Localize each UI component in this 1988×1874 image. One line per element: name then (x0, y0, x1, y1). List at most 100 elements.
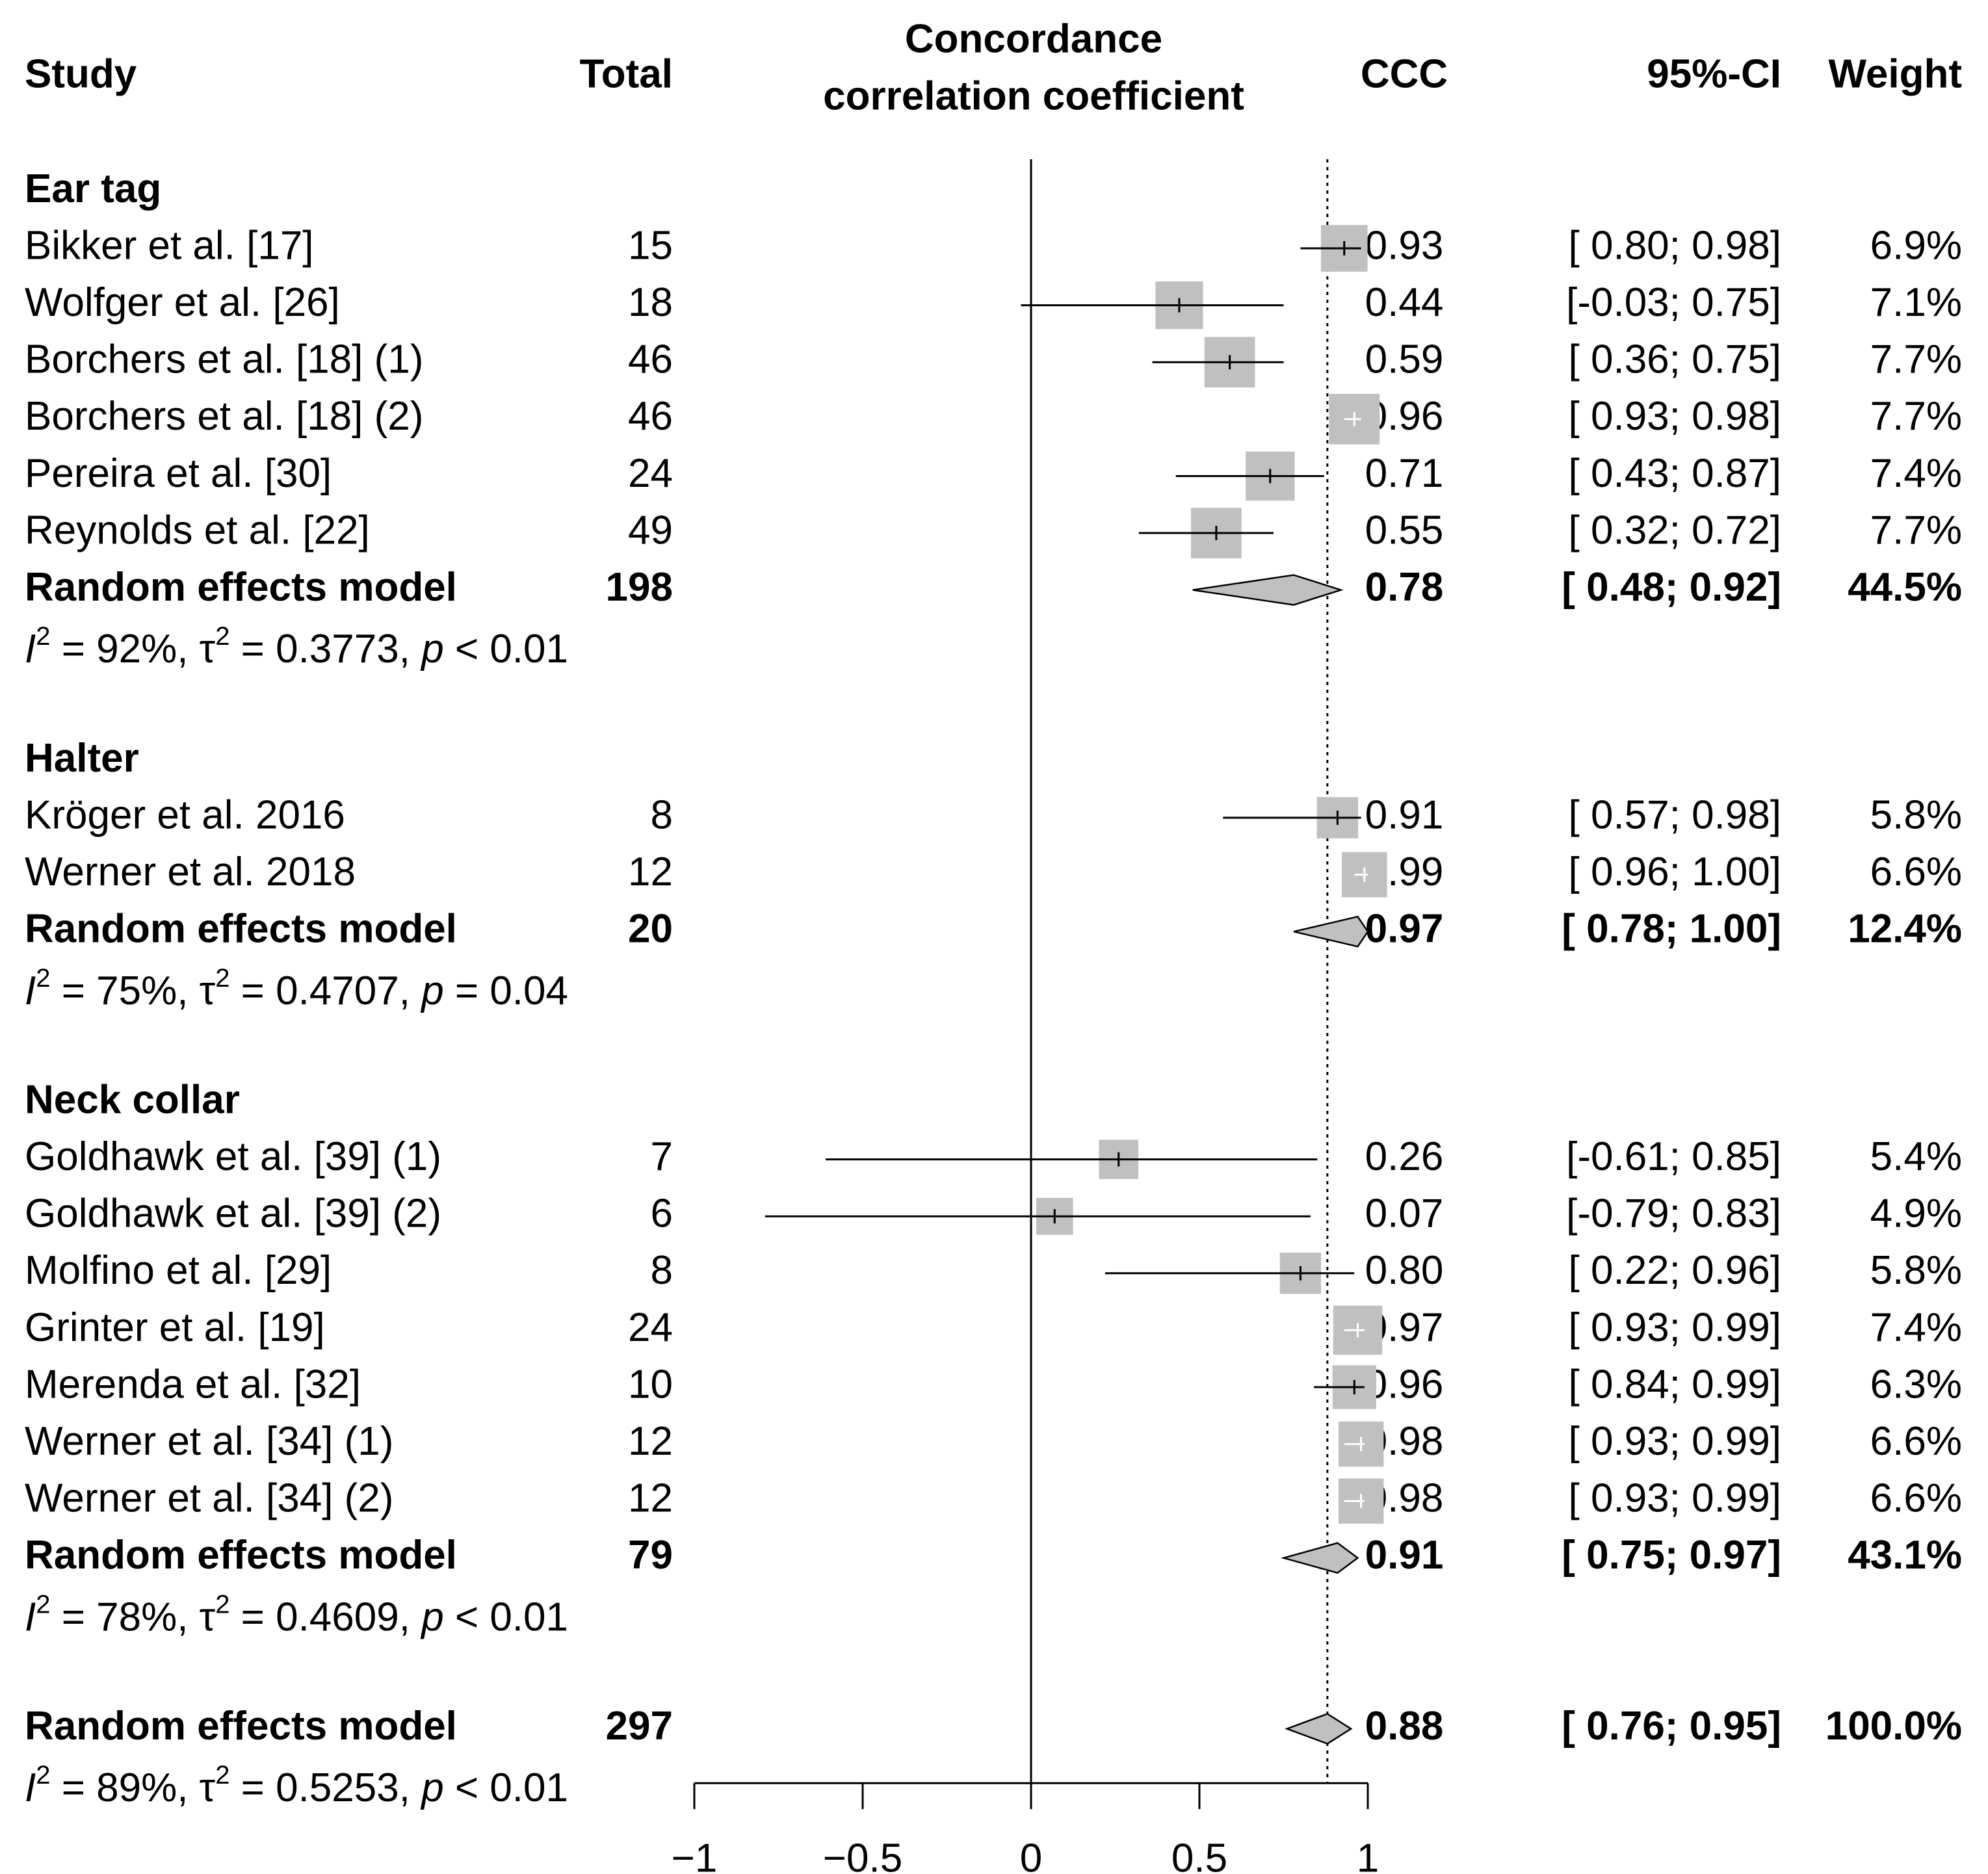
study-total: 12 (628, 1476, 673, 1521)
study-ccc: 0.91 (1365, 792, 1444, 837)
study-ccc: 0.59 (1365, 337, 1444, 382)
study-ci: [ 0.93; 0.99] (1569, 1419, 1781, 1464)
study-weight: 6.9% (1870, 223, 1962, 268)
study-weight: 5.4% (1870, 1134, 1962, 1179)
study-weight: 6.3% (1870, 1362, 1962, 1407)
study-weight: 7.4% (1870, 451, 1962, 496)
study-weight: 7.7% (1870, 337, 1962, 382)
study-ci: [ 0.93; 0.99] (1569, 1476, 1781, 1521)
model-ci: [ 0.78; 1.00] (1562, 907, 1781, 952)
group-label: Halter (25, 736, 139, 781)
study-weight: 6.6% (1870, 1419, 1962, 1464)
study-ci: [ 0.57; 0.98] (1569, 792, 1781, 837)
x-tick-label: 0.5 (1171, 1836, 1227, 1874)
study-ccc: 0.80 (1365, 1248, 1444, 1293)
study-total: 12 (628, 1419, 673, 1464)
study-ci: [-0.03; 0.75] (1566, 280, 1781, 325)
study-label: Borchers et al. [18] (1) (25, 337, 423, 382)
x-tick-label: −1 (672, 1836, 718, 1874)
study-total: 10 (628, 1362, 673, 1407)
study-ci: [ 0.93; 0.99] (1569, 1305, 1781, 1350)
subgroup-model-label: Random effects model (25, 1533, 457, 1578)
heterogeneity-stats: I2 = 89%, τ2 = 0.5253, p < 0.01 (25, 1761, 568, 1811)
header-study: Study (25, 51, 137, 96)
model-total: 79 (628, 1533, 673, 1578)
model-total: 297 (606, 1704, 673, 1749)
study-ci: [ 0.96; 1.00] (1569, 850, 1781, 894)
group-label: Ear tag (25, 166, 161, 211)
study-ccc: 0.71 (1365, 451, 1444, 496)
model-ccc: 0.91 (1365, 1533, 1444, 1578)
study-ccc: 0.07 (1365, 1191, 1444, 1236)
study-ci: [ 0.22; 0.96] (1569, 1248, 1781, 1293)
study-total: 12 (628, 850, 673, 894)
study-total: 24 (628, 1305, 673, 1350)
model-ci: [ 0.48; 0.92] (1562, 565, 1781, 610)
study-total: 8 (651, 1248, 673, 1293)
model-ccc: 0.97 (1365, 907, 1444, 952)
study-ci: [ 0.80; 0.98] (1569, 223, 1781, 268)
study-label: Goldhawk et al. [39] (1) (25, 1134, 441, 1179)
study-total: 46 (628, 337, 673, 382)
study-label: Kröger et al. 2016 (25, 792, 345, 837)
x-tick-label: −0.5 (823, 1836, 902, 1874)
study-ccc: 0.93 (1365, 223, 1444, 268)
study-total: 7 (651, 1134, 673, 1179)
study-ci: [ 0.84; 0.99] (1569, 1362, 1781, 1407)
study-ccc: 0.26 (1365, 1134, 1444, 1179)
study-label: Grinter et al. [19] (25, 1305, 325, 1350)
study-label: Wolfger et al. [26] (25, 280, 340, 325)
study-label: Werner et al. 2018 (25, 850, 356, 894)
study-weight: 6.6% (1870, 1476, 1962, 1521)
study-weight: 7.1% (1870, 280, 1962, 325)
x-tick-label: 1 (1357, 1836, 1379, 1874)
model-weight: 43.1% (1848, 1533, 1962, 1578)
subgroup-diamond (1192, 574, 1344, 606)
study-label: Merenda et al. [32] (25, 1362, 361, 1407)
study-ccc: 0.55 (1365, 508, 1444, 553)
study-total: 15 (628, 223, 673, 268)
study-ci: [ 0.32; 0.72] (1569, 508, 1781, 553)
study-ci: [ 0.36; 0.75] (1569, 337, 1781, 382)
study-total: 24 (628, 451, 673, 496)
header-axis-title-line2: correlation coefficient (823, 73, 1244, 118)
subgroup-diamond (1280, 1542, 1359, 1574)
model-ccc: 0.78 (1365, 565, 1444, 610)
study-ci: [ 0.43; 0.87] (1569, 451, 1781, 496)
model-ci: [ 0.75; 0.97] (1562, 1533, 1781, 1578)
header-ccc: CCC (1361, 51, 1448, 96)
study-total: 49 (628, 508, 673, 553)
overall-model-label: Random effects model (25, 1704, 457, 1749)
study-ccc: 0.44 (1365, 280, 1444, 325)
study-total: 18 (628, 280, 673, 325)
group-label: Neck collar (25, 1077, 240, 1122)
study-label: Bikker et al. [17] (25, 223, 314, 268)
study-weight: 5.8% (1870, 792, 1962, 837)
model-total: 20 (628, 907, 673, 952)
heterogeneity-stats: I2 = 75%, τ2 = 0.4707, p = 0.04 (25, 963, 568, 1013)
study-label: Goldhawk et al. [39] (2) (25, 1191, 441, 1236)
model-weight: 100.0% (1825, 1704, 1962, 1749)
study-label: Borchers et al. [18] (2) (25, 394, 423, 439)
study-label: Werner et al. [34] (2) (25, 1476, 393, 1521)
study-label: Molfino et al. [29] (25, 1248, 332, 1293)
study-total: 46 (628, 394, 673, 439)
study-weight: 7.7% (1870, 394, 1962, 439)
model-ccc: 0.88 (1365, 1704, 1444, 1749)
study-weight: 6.6% (1870, 850, 1962, 894)
heterogeneity-stats: I2 = 78%, τ2 = 0.4609, p < 0.01 (25, 1590, 568, 1640)
subgroup-model-label: Random effects model (25, 565, 457, 610)
model-weight: 44.5% (1848, 565, 1962, 610)
heterogeneity-stats: I2 = 92%, τ2 = 0.3773, p < 0.01 (25, 622, 568, 672)
subgroup-diamond (1293, 915, 1369, 948)
study-ccc: 0.96 (1365, 1362, 1444, 1407)
header-total: Total (580, 51, 674, 96)
study-ci: [-0.61; 0.85] (1566, 1134, 1781, 1179)
overall-diamond (1285, 1713, 1353, 1745)
study-weight: 5.8% (1870, 1248, 1962, 1293)
study-label: Reynolds et al. [22] (25, 508, 370, 553)
study-label: Werner et al. [34] (1) (25, 1419, 393, 1464)
model-ci: [ 0.76; 0.95] (1562, 1704, 1781, 1749)
model-weight: 12.4% (1848, 907, 1962, 952)
